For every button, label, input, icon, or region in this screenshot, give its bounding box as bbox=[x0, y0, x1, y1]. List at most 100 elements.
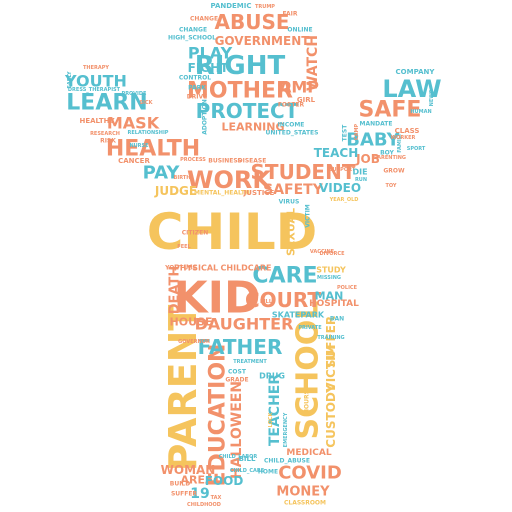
word-teach: TEACH bbox=[314, 146, 359, 160]
word-parent: PARENT bbox=[161, 305, 205, 472]
word-training: TRAINING bbox=[317, 335, 344, 341]
word-grade: GRADE bbox=[225, 377, 248, 384]
word-support: SUPPORT bbox=[329, 167, 356, 173]
word-family: FAMILY bbox=[397, 133, 403, 153]
word-safe: SAFE bbox=[359, 98, 422, 123]
word-court: COURT bbox=[245, 288, 321, 312]
word-school: SCHOOL bbox=[291, 301, 326, 440]
word-house: HOUSE bbox=[170, 316, 213, 329]
word-year-old: YEAR_OLD bbox=[329, 197, 359, 203]
word-income: INCOME bbox=[278, 122, 305, 129]
word-sport: SPORT bbox=[407, 146, 426, 152]
word-united-states: UNITED_STATES bbox=[266, 130, 319, 137]
word-home: HOME bbox=[258, 469, 278, 476]
word-adoption: ADOPTION bbox=[202, 99, 209, 135]
word-judge: JUDGE bbox=[154, 184, 197, 198]
word-learning: LEARNING bbox=[221, 121, 284, 134]
word-early: EARLY bbox=[67, 71, 73, 89]
word-tax: TAX bbox=[211, 495, 222, 501]
word-park: PARK bbox=[188, 85, 206, 92]
word-hospital: HOSPITAL bbox=[309, 299, 359, 309]
word-girl: GIRL bbox=[297, 96, 316, 104]
word-kill: KILL bbox=[260, 299, 273, 305]
word-health: HEALTH bbox=[106, 137, 200, 162]
word-change: CHANGE bbox=[190, 16, 218, 23]
word-nurse: NURSE bbox=[129, 143, 149, 149]
word-learn: LEARN bbox=[66, 91, 147, 116]
word-mandate: MANDATE bbox=[360, 121, 393, 128]
word-victim: VICTIM bbox=[324, 344, 338, 391]
word-money: MONEY bbox=[276, 485, 330, 500]
word-feel: FEEL bbox=[177, 244, 191, 250]
word-relationship: RELATIONSHIP bbox=[128, 130, 169, 136]
word-fight: FIGHT bbox=[188, 61, 230, 75]
word-pandemic: PANDEMIC bbox=[210, 2, 251, 10]
word-justice: JUSTICE bbox=[243, 189, 275, 197]
word-play: PLAY bbox=[188, 44, 233, 63]
word-risk: RISK bbox=[100, 138, 116, 145]
word-sexual: SEXUAL bbox=[285, 208, 298, 256]
word-virus: VIRUS bbox=[279, 199, 300, 206]
word-suffer: SUFFER bbox=[171, 491, 197, 498]
word-skatepark: SKATEPARK bbox=[272, 311, 325, 320]
word-youtube: YOUTUBE bbox=[164, 265, 197, 272]
word-childhood: CHILDHOOD bbox=[187, 502, 221, 508]
word-foster: FOSTER bbox=[278, 102, 305, 109]
word-19: 19 bbox=[190, 486, 209, 502]
word-abuse: ABUSE bbox=[214, 10, 289, 34]
word-research: RESEARCH bbox=[90, 131, 120, 137]
word-protect: PROTECT bbox=[196, 99, 299, 123]
word-high-school: HIGH_SCHOOL bbox=[168, 35, 216, 42]
word-watch: WATCH bbox=[305, 35, 321, 91]
word-citizen: CITIZEN bbox=[182, 230, 208, 237]
word-private: PRIVATE bbox=[298, 325, 322, 331]
word-child: CHILD bbox=[147, 203, 318, 261]
word-education: EDUCATION bbox=[206, 344, 231, 487]
word-boy: BOY bbox=[380, 150, 394, 157]
word-sick: SICK bbox=[139, 100, 153, 106]
word-ban: BAN bbox=[330, 316, 344, 323]
word-care: CARE bbox=[252, 264, 317, 289]
word-test: TEST bbox=[342, 124, 349, 142]
word-police: POLICE bbox=[337, 285, 358, 291]
word-worker: WORKER bbox=[391, 135, 416, 141]
word-mask: MASK bbox=[107, 114, 160, 133]
word-drive: DRIVE bbox=[187, 94, 208, 101]
word-victim: VICTIM bbox=[305, 204, 312, 228]
word-law: LAW bbox=[382, 75, 441, 103]
word-video: VIDEO bbox=[319, 181, 361, 195]
word-study: STUDY bbox=[316, 266, 346, 275]
word-run: RUN bbox=[355, 177, 367, 183]
word-drug: DRUG bbox=[259, 372, 285, 381]
word-father: FATHER bbox=[198, 335, 283, 359]
word-cost: COST bbox=[228, 369, 247, 376]
word-news: NEWS bbox=[429, 89, 435, 106]
word-food: FOOD bbox=[205, 474, 244, 488]
word-death: DEATH bbox=[168, 266, 183, 314]
word-youth: YOUTH bbox=[64, 72, 127, 91]
word-cancer: CANCER bbox=[118, 157, 150, 165]
word-provide: PROVIDE bbox=[122, 91, 148, 97]
word-medical: MEDICAL bbox=[286, 448, 331, 458]
word-treatment: TREATMENT bbox=[233, 359, 267, 365]
word-dress-therapist: DRESS_THERAPIST bbox=[68, 87, 121, 93]
word-control: CONTROL bbox=[179, 75, 211, 82]
word-child-abuse: CHILD_ABUSE bbox=[264, 458, 310, 465]
word-work: WORK bbox=[187, 166, 272, 194]
word-baby: BABY bbox=[346, 130, 400, 151]
word-job: JOB bbox=[355, 152, 380, 166]
word-human: HUMAN bbox=[410, 109, 431, 115]
word-child-care: CHILD_CARE bbox=[230, 468, 265, 474]
word-teacher: TEACHER bbox=[267, 374, 283, 447]
word-mother: MOTHER bbox=[187, 79, 293, 104]
word-governor: GOVERNOR bbox=[178, 339, 210, 345]
word-halloween: HALLOWEEN bbox=[229, 381, 245, 479]
word-camp: CAMP bbox=[354, 124, 360, 141]
word-mental-health: MENTAL_HEALTH bbox=[194, 190, 250, 197]
word-divorce: DIVORCE bbox=[320, 251, 346, 257]
word-birth: BIRTH bbox=[174, 175, 191, 181]
word-grow: GROW bbox=[383, 168, 405, 175]
word-woman: WOMAN bbox=[161, 463, 216, 477]
word-pay: PAY bbox=[143, 163, 181, 184]
word-man: MAN bbox=[315, 290, 344, 303]
